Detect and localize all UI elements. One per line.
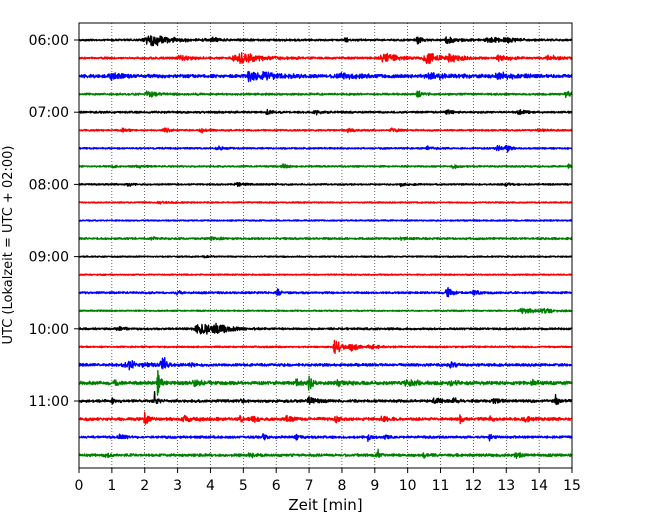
seismogram-trace-6	[78, 144, 573, 153]
y-tick-label: 11:00	[29, 394, 69, 410]
seismogram-trace-5	[78, 127, 573, 134]
seismogram-trace-23	[78, 448, 573, 460]
seismogram-trace-9	[78, 200, 573, 205]
seismogram-trace-11	[78, 236, 573, 242]
seismogram-trace-1	[78, 51, 573, 65]
seismogram-trace-14	[78, 286, 573, 298]
seismogram-trace-22	[78, 432, 573, 443]
x-tick-label: 1	[107, 478, 116, 494]
seismogram-trace-21	[78, 411, 573, 425]
x-tick-label: 4	[206, 478, 215, 494]
y-tick-label: 08:00	[29, 177, 69, 193]
seismogram-trace-2	[78, 70, 573, 83]
seismogram-trace-10	[78, 219, 573, 222]
x-tick-label: 13	[497, 478, 515, 494]
x-axis-ticks: 0 1 2 3 4 5 6 7 8 9 10 11 12 13 14 15	[75, 468, 581, 494]
seismogram-trace-7	[78, 163, 573, 170]
y-tick-label: 07:00	[29, 105, 69, 121]
x-tick-label: 9	[370, 478, 379, 494]
plot-frame	[78, 22, 573, 469]
vertical-gridlines	[111, 23, 540, 468]
x-tick-label: 12	[464, 478, 482, 494]
x-tick-label: 5	[239, 478, 248, 494]
seismogram-trace-8	[78, 182, 573, 188]
seismogram-traces	[78, 35, 573, 460]
seismogram-trace-12	[78, 254, 573, 259]
y-tick-label: 10:00	[29, 322, 69, 338]
y-axis-label: UTC (Lokalzeit = UTC + 02:00)	[1, 146, 16, 345]
seismogram-trace-15	[78, 307, 573, 315]
x-tick-label: 3	[173, 478, 182, 494]
seismogram-trace-17	[78, 339, 573, 355]
seismogram-trace-19	[78, 369, 573, 396]
x-tick-label: 0	[75, 478, 84, 494]
x-tick-label: 7	[305, 478, 314, 494]
seismogram-trace-3	[78, 90, 573, 99]
x-tick-label: 6	[272, 478, 281, 494]
y-tick-label: 06:00	[29, 33, 69, 49]
seismogram-trace-4	[78, 108, 573, 116]
x-tick-label: 8	[337, 478, 346, 494]
x-tick-label: 2	[140, 478, 149, 494]
seismogram-trace-16	[78, 322, 573, 335]
seismogram-trace-18	[78, 357, 573, 371]
seismogram-trace-13	[78, 273, 573, 277]
x-tick-label: 10	[399, 478, 417, 494]
x-tick-label: 14	[530, 478, 548, 494]
y-tick-label: 09:00	[29, 250, 69, 266]
x-tick-label: 11	[432, 478, 450, 494]
seismogram-trace-0	[78, 35, 573, 47]
x-tick-label: 15	[563, 478, 581, 494]
seismogram-trace-20	[78, 390, 573, 406]
y-axis-ticks: 06:00 07:00 08:00 09:00 10:00 11:00	[29, 33, 79, 410]
plot-background	[79, 23, 572, 468]
x-axis-label: Zeit [min]	[288, 496, 362, 514]
